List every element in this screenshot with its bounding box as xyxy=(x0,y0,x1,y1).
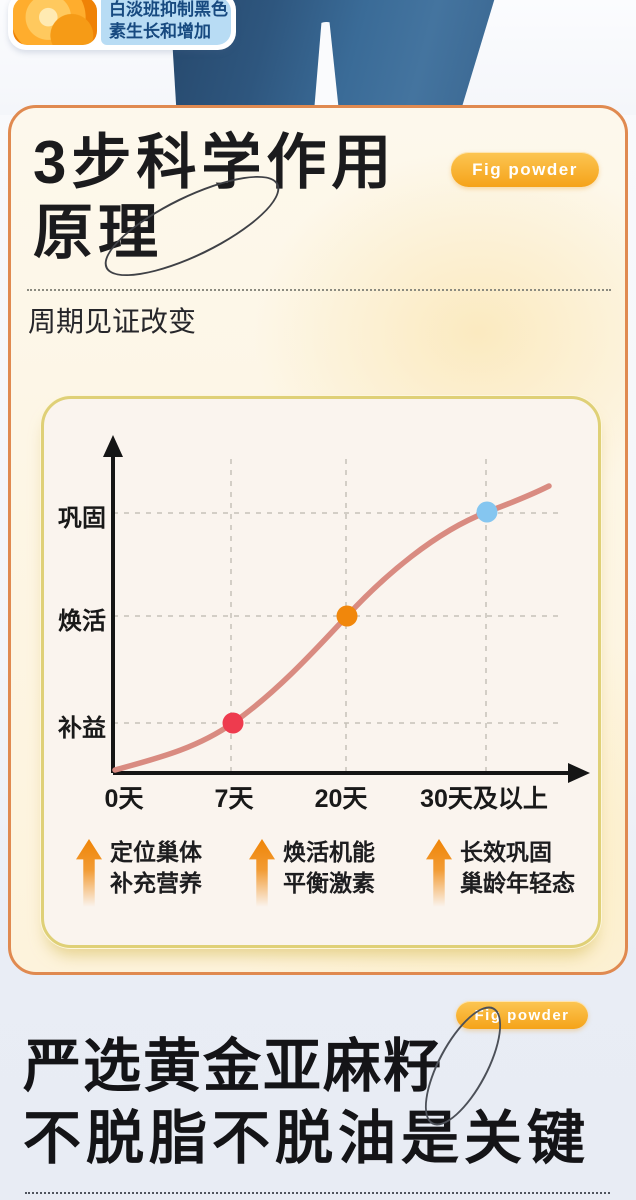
section-title-flaxseed: 严选黄金亚麻籽 不脱脂不脱油是关键 xyxy=(23,1031,590,1175)
y-axis-label-revitalize: 焕活 xyxy=(58,608,106,635)
title-line-1: 严选黄金亚麻籽 xyxy=(23,1034,444,1099)
bubble-line-2: 素生长和增加 xyxy=(109,22,211,41)
legend-item-revitalize: 焕活机能 平衡激素 xyxy=(249,837,375,907)
title-line-2: 不脱脂不脱油是关键 xyxy=(23,1106,591,1171)
x-axis-label-day7: 7天 xyxy=(214,785,254,813)
legend-line: 巢龄年轻态 xyxy=(460,870,575,897)
benefit-bubble-text: 白淡班抑制黑色 素生长和增加 xyxy=(101,0,231,45)
legend-text: 焕活机能 平衡激素 xyxy=(283,837,375,899)
cycle-chart-panel: 巩固 焕活 补益 0天 7天 20天 30天及以上 定位巢体 补充营养 焕活机能… xyxy=(41,396,601,948)
y-axis-arrow xyxy=(103,435,123,457)
dotted-divider xyxy=(25,1192,610,1194)
orange-fruit-image xyxy=(13,0,97,45)
benefit-bubble: 白淡班抑制黑色 素生长和增加 xyxy=(8,0,236,50)
title-line-1: 3步科学作用 xyxy=(33,129,397,196)
chart-caption: 周期见证改变 xyxy=(28,306,197,337)
fig-powder-badge-label: Fig powder xyxy=(474,1006,570,1024)
dotted-divider xyxy=(27,289,611,291)
legend-line: 定位巢体 xyxy=(110,839,202,865)
legend-text: 长效巩固 巢龄年轻态 xyxy=(460,837,575,899)
principle-card: 3步科学作用 原理 Fig powder 周期见证改变 xyxy=(8,105,628,975)
x-axis-label-day30: 30天及以上 xyxy=(420,785,548,813)
section-title-principle: 3步科学作用 原理 xyxy=(33,128,396,267)
bubble-line-1: 白淡班抑制黑色 xyxy=(109,0,228,20)
up-arrow-icon xyxy=(76,839,102,907)
x-axis-label-day0: 0天 xyxy=(104,785,144,813)
data-point-day20 xyxy=(336,605,358,627)
legend-item-consolidate: 长效巩固 巢龄年轻态 xyxy=(426,837,575,907)
up-arrow-icon xyxy=(249,839,275,907)
x-axis-label-day20: 20天 xyxy=(314,785,368,813)
fig-powder-badge: Fig powder xyxy=(451,152,599,187)
legend-line: 平衡激素 xyxy=(283,870,375,897)
legend-line: 长效巩固 xyxy=(460,839,552,865)
data-point-day30 xyxy=(476,501,498,523)
legend-line: 补充营养 xyxy=(110,870,202,897)
legend-item-supplement: 定位巢体 补充营养 xyxy=(76,837,202,907)
fig-powder-badge-label: Fig powder xyxy=(472,159,578,179)
legend-line: 焕活机能 xyxy=(283,839,375,865)
growth-curve-chart xyxy=(103,435,590,783)
top-banner: 白淡班抑制黑色 素生长和增加 xyxy=(0,0,636,115)
legend-text: 定位巢体 补充营养 xyxy=(110,837,202,899)
up-arrow-icon xyxy=(426,839,452,907)
axes xyxy=(111,451,574,775)
y-axis-label-consolidate: 巩固 xyxy=(58,505,106,532)
growth-curve xyxy=(112,483,552,773)
fig-powder-badge: Fig powder xyxy=(456,1001,588,1029)
title-line-2: 原理 xyxy=(33,198,163,266)
flaxseed-section: Fig powder 严选黄金亚麻籽 不脱脂不脱油是关键 xyxy=(0,975,636,1200)
x-axis-arrow xyxy=(568,763,590,783)
data-point-day7 xyxy=(222,712,244,734)
y-axis-label-supplement: 补益 xyxy=(58,715,106,742)
